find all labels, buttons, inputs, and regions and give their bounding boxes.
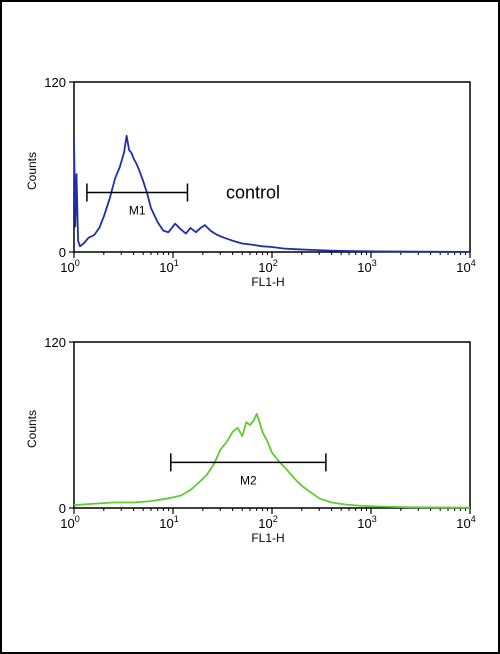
bottom-x-axis-label: FL1-H <box>251 531 284 545</box>
top-x-tick-label: 103 <box>357 258 376 275</box>
top-histogram-series-0 <box>73 134 471 253</box>
top-x-tick-exponent: 4 <box>471 258 476 268</box>
top-x-tick-label: 101 <box>159 258 178 275</box>
top-x-tick-label: 102 <box>258 258 277 275</box>
top-y-axis-label: Counts <box>25 152 39 190</box>
top-x-tick-exponent: 2 <box>273 258 278 268</box>
bottom-x-tick-base: 10 <box>60 516 74 531</box>
top-x-tick-exponent: 1 <box>174 258 179 268</box>
top-plot-frame <box>73 81 471 253</box>
top-x-tick-label: 100 <box>60 258 79 275</box>
bottom-marker-label: M2 <box>240 473 257 487</box>
bottom-x-tick-base: 10 <box>258 516 272 531</box>
bottom-x-tick-label: 104 <box>456 514 475 531</box>
top-marker-label: M1 <box>129 204 146 218</box>
bottom-x-tick-label: 102 <box>258 514 277 531</box>
top-x-tick-base: 10 <box>159 260 173 275</box>
top-annotation: control <box>226 183 280 203</box>
top-x-tick-label: 104 <box>456 258 475 275</box>
bottom-x-tick-base: 10 <box>456 516 470 531</box>
bottom-y-tick-label: 120 <box>44 335 66 350</box>
bottom-x-tick-base: 10 <box>159 516 173 531</box>
bottom-x-tick-exponent: 3 <box>372 514 377 524</box>
bottom-plot-frame <box>73 341 471 509</box>
top-x-tick-exponent: 0 <box>75 258 80 268</box>
top-x-tick-base: 10 <box>60 260 74 275</box>
bottom-x-tick-label: 100 <box>60 514 79 531</box>
top-x-tick-base: 10 <box>258 260 272 275</box>
bottom-x-tick-base: 10 <box>357 516 371 531</box>
bottom-x-tick-label: 103 <box>357 514 376 531</box>
bottom-x-tick-exponent: 0 <box>75 514 80 524</box>
bottom-histogram-series-0 <box>73 412 471 509</box>
top-x-tick-exponent: 3 <box>372 258 377 268</box>
top-y-tick-label: 0 <box>59 245 66 260</box>
bottom-x-tick-exponent: 4 <box>471 514 476 524</box>
bottom-x-tick-label: 101 <box>159 514 178 531</box>
top-x-axis-label: FL1-H <box>251 275 284 289</box>
top-y-tick-label: 120 <box>44 75 66 90</box>
bottom-y-axis-label: Counts <box>25 410 39 448</box>
top-x-tick-base: 10 <box>456 260 470 275</box>
bottom-x-tick-exponent: 2 <box>273 514 278 524</box>
bottom-y-tick-label: 0 <box>59 501 66 516</box>
bottom-x-tick-exponent: 1 <box>174 514 179 524</box>
top-x-tick-base: 10 <box>357 260 371 275</box>
